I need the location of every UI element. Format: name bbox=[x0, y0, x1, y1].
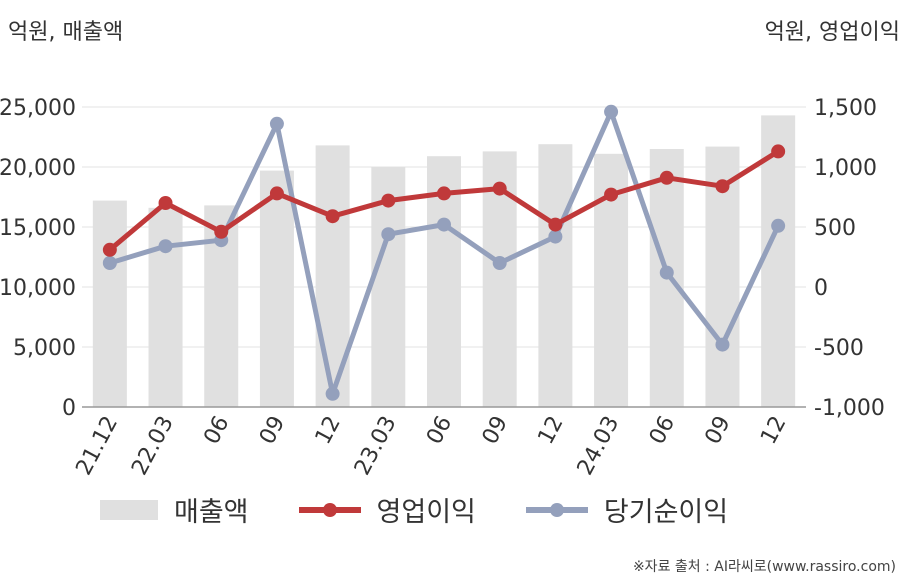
left-axis-tick-label: 5,000 bbox=[13, 336, 76, 361]
series-operating-profit-point bbox=[437, 186, 451, 201]
right-axis-tick-label: -500 bbox=[814, 336, 864, 361]
blue-gray-line-marker-icon bbox=[525, 502, 588, 517]
series-net-income-point bbox=[325, 386, 340, 401]
x-axis-tick-label: 12 bbox=[533, 412, 568, 448]
legend-label-operating-profit: 영업이익 bbox=[376, 497, 476, 528]
legend-label-net-income: 당기순이익 bbox=[603, 497, 729, 528]
legend-item-operating-profit: 영업이익 bbox=[298, 490, 476, 529]
bar-sales bbox=[761, 115, 796, 408]
left-axis-tick-label: 25,000 bbox=[0, 96, 76, 121]
right-axis-tick-label: 1,000 bbox=[814, 156, 877, 181]
right-axis-tick-label: 1,500 bbox=[814, 96, 877, 121]
bar-sales bbox=[259, 170, 294, 407]
x-axis-tick-label: 12 bbox=[311, 412, 346, 448]
bar-sales bbox=[148, 207, 183, 407]
series-operating-profit-point bbox=[381, 193, 396, 208]
x-axis-tick-label: 24.03 bbox=[573, 412, 625, 479]
series-net-income-point bbox=[158, 239, 173, 254]
right-axis-tick-label: 500 bbox=[814, 216, 856, 241]
legend: 매출액 영업이익 당기순이익 bbox=[100, 490, 820, 529]
right-axis-tick-label: 0 bbox=[814, 276, 828, 301]
x-axis-tick-label: 06 bbox=[645, 412, 680, 448]
x-axis-tick-label: 23.03 bbox=[350, 412, 402, 479]
series-net-income-point bbox=[715, 337, 730, 352]
series-net-income-point bbox=[492, 256, 507, 270]
x-axis-tick-label: 09 bbox=[255, 412, 290, 448]
x-axis-tick-label: 09 bbox=[701, 412, 736, 448]
series-operating-profit-point bbox=[715, 179, 730, 194]
series-operating-profit-point bbox=[604, 187, 619, 202]
left-axis-tick-label: 20,000 bbox=[0, 156, 76, 181]
series-operating-profit-point bbox=[158, 196, 173, 210]
x-axis-tick-label: 12 bbox=[756, 412, 791, 448]
series-net-income-point bbox=[437, 217, 451, 232]
bar-swatch-icon bbox=[100, 499, 158, 520]
legend-label-sales: 매출액 bbox=[174, 497, 249, 528]
bar-sales bbox=[92, 200, 127, 407]
source-credit: ※자료 출처 : AI라씨로(www.rassiro.com) bbox=[632, 559, 896, 575]
series-net-income-point bbox=[269, 116, 284, 131]
right-axis-unit-label: 억원, 영업이익 bbox=[764, 20, 900, 45]
x-axis-tick-label: 06 bbox=[422, 412, 457, 448]
series-operating-profit-point bbox=[492, 181, 507, 196]
left-axis-tick-label: 10,000 bbox=[0, 276, 76, 301]
series-operating-profit-point bbox=[214, 224, 229, 239]
left-axis-tick-label: 15,000 bbox=[0, 216, 76, 241]
legend-item-net-income: 당기순이익 bbox=[525, 490, 729, 529]
series-net-income-point bbox=[548, 229, 563, 244]
legend-item-sales: 매출액 bbox=[100, 490, 249, 529]
series-operating-profit-point bbox=[659, 170, 674, 185]
red-line-marker-icon bbox=[298, 502, 361, 517]
x-axis-tick-label: 09 bbox=[478, 412, 513, 448]
combo-chart: 0 5,000 10,000 15,000 20,000 25,000 -1,000 -500… bbox=[0, 96, 885, 479]
right-axis-tick-label: -1,000 bbox=[814, 396, 885, 421]
series-operating-profit-point bbox=[325, 209, 340, 224]
series-net-income-point bbox=[659, 265, 674, 280]
series-operating-profit-point bbox=[771, 144, 786, 159]
bar-sales bbox=[315, 145, 350, 407]
left-axis-unit-label: 억원, 매출액 bbox=[8, 20, 124, 45]
series-operating-profit-point bbox=[269, 186, 284, 201]
x-axis-tick-label: 22.03 bbox=[127, 412, 179, 479]
x-axis-tick-label: 21.12 bbox=[72, 412, 124, 479]
series-net-income-point bbox=[604, 104, 619, 119]
series-net-income-point bbox=[381, 227, 396, 242]
series-net-income-point bbox=[771, 218, 786, 233]
bar-sales bbox=[538, 144, 573, 407]
series-net-income-point bbox=[102, 256, 117, 270]
left-axis-tick-label: 0 bbox=[62, 396, 76, 421]
series-operating-profit-point bbox=[102, 242, 117, 257]
x-axis-tick-label: 06 bbox=[199, 412, 234, 448]
series-operating-profit-point bbox=[548, 217, 563, 232]
